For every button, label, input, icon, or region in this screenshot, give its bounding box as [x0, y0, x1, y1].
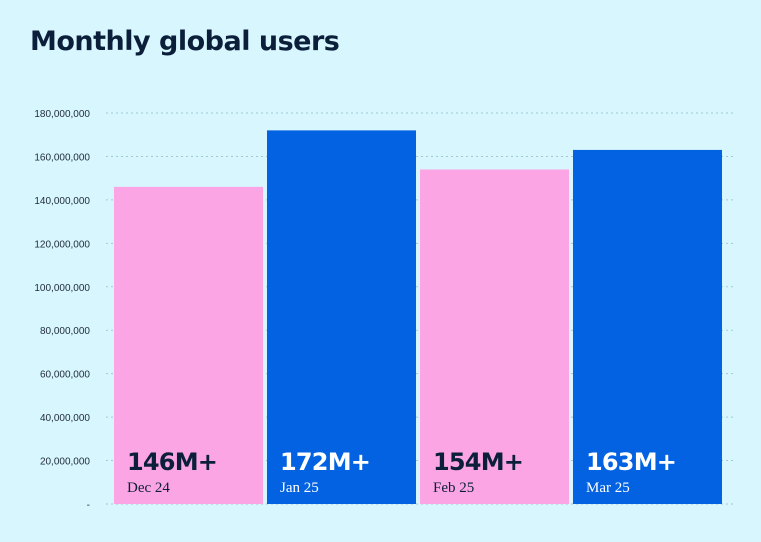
x-category-label: Mar 25 — [586, 480, 630, 496]
y-tick-label: 100,000,000 — [34, 283, 90, 294]
y-tick-label: 80,000,000 — [40, 326, 90, 337]
bar-value-label: 163M+ — [586, 448, 676, 476]
x-category-label: Feb 25 — [433, 480, 474, 496]
bar-value-label: 172M+ — [280, 448, 370, 476]
bar-value-label: 154M+ — [433, 448, 523, 476]
x-category-label: Dec 24 — [127, 480, 170, 496]
y-tick-label: - — [87, 500, 90, 511]
y-tick-label: 60,000,000 — [40, 370, 90, 381]
chart-title: Monthly global users — [30, 26, 340, 57]
y-tick-label: 140,000,000 — [34, 196, 90, 207]
y-tick-label: 40,000,000 — [40, 413, 90, 424]
y-tick-label: 180,000,000 — [34, 109, 90, 120]
y-tick-label: 120,000,000 — [34, 239, 90, 250]
y-tick-label: 160,000,000 — [34, 152, 90, 163]
bar — [114, 186, 263, 504]
bar — [573, 149, 722, 504]
bar-value-label: 146M+ — [127, 448, 217, 476]
x-category-label: Jan 25 — [280, 480, 319, 496]
bar — [267, 130, 416, 504]
bar — [420, 169, 569, 504]
y-tick-label: 20,000,000 — [40, 457, 90, 468]
